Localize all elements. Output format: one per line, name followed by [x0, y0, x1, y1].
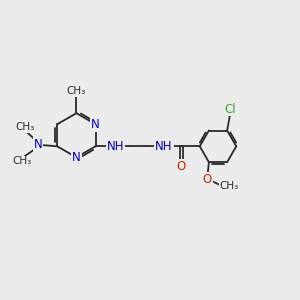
Text: NH: NH	[155, 140, 172, 153]
Text: N: N	[91, 118, 100, 131]
Text: N: N	[72, 151, 81, 164]
Text: CH₃: CH₃	[67, 86, 86, 96]
Text: N: N	[34, 138, 43, 151]
Text: O: O	[203, 173, 212, 186]
Text: CH₃: CH₃	[12, 156, 32, 166]
Text: O: O	[177, 160, 186, 173]
Text: Cl: Cl	[224, 103, 236, 116]
Text: CH₃: CH₃	[15, 122, 34, 132]
Text: CH₃: CH₃	[220, 181, 239, 191]
Text: NH: NH	[106, 140, 124, 153]
